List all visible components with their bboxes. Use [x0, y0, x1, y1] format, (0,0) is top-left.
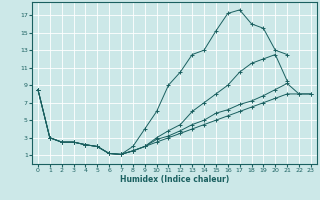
X-axis label: Humidex (Indice chaleur): Humidex (Indice chaleur)	[120, 175, 229, 184]
